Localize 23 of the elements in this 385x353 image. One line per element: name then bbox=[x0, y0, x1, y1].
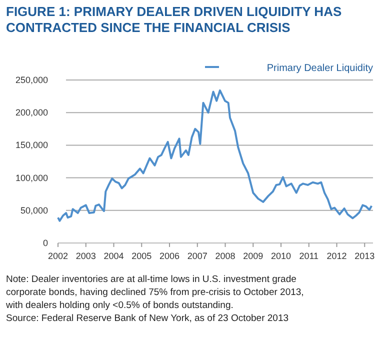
x-tick-label: 2011 bbox=[299, 251, 319, 261]
x-tick-label: 2003 bbox=[76, 251, 96, 261]
y-tick-label: 0 bbox=[42, 238, 48, 248]
source-note: Source: Federal Reserve Bank of New York, as of 23 October 2013 bbox=[6, 313, 289, 324]
line-series bbox=[57, 89, 373, 222]
y-tick-label: 150,000 bbox=[15, 140, 48, 150]
chart-title: FIGURE 1: PRIMARY DEALER DRIVEN LIQUIDITY HAS CONTRACTED SINCE THE FINANCIAL CRISIS bbox=[6, 4, 342, 35]
y-tick-label: 100,000 bbox=[15, 172, 48, 183]
y-tick-label: 200,000 bbox=[15, 108, 48, 118]
y-tick-label: 250,000 bbox=[15, 75, 48, 85]
y-tick-label: 50,000 bbox=[20, 205, 48, 216]
x-tick-label: 2010 bbox=[270, 251, 292, 261]
x-tick-label: 2002 bbox=[48, 251, 68, 261]
x-tick-label: 2013 bbox=[354, 251, 375, 261]
x-tick-label: 2006 bbox=[159, 251, 180, 261]
x-tick-label: 2012 bbox=[326, 251, 347, 261]
x-tick-label: 2009 bbox=[243, 251, 264, 261]
x-tick-label: 2004 bbox=[104, 251, 124, 261]
x-tick-label: 2007 bbox=[187, 251, 208, 261]
text: Primary Dealer Liquidity bbox=[266, 63, 373, 74]
text: Note: Dealer inventories are at all-time lows in U.S. investment grade corporate bonds, having declined 75% from pre-crisis to October 2013, with dealers holding only <0.5% of bonds outstanding. bbox=[5, 274, 304, 311]
x-tick-label: 2008 bbox=[215, 251, 236, 261]
x-tick-label: 2005 bbox=[132, 251, 152, 261]
